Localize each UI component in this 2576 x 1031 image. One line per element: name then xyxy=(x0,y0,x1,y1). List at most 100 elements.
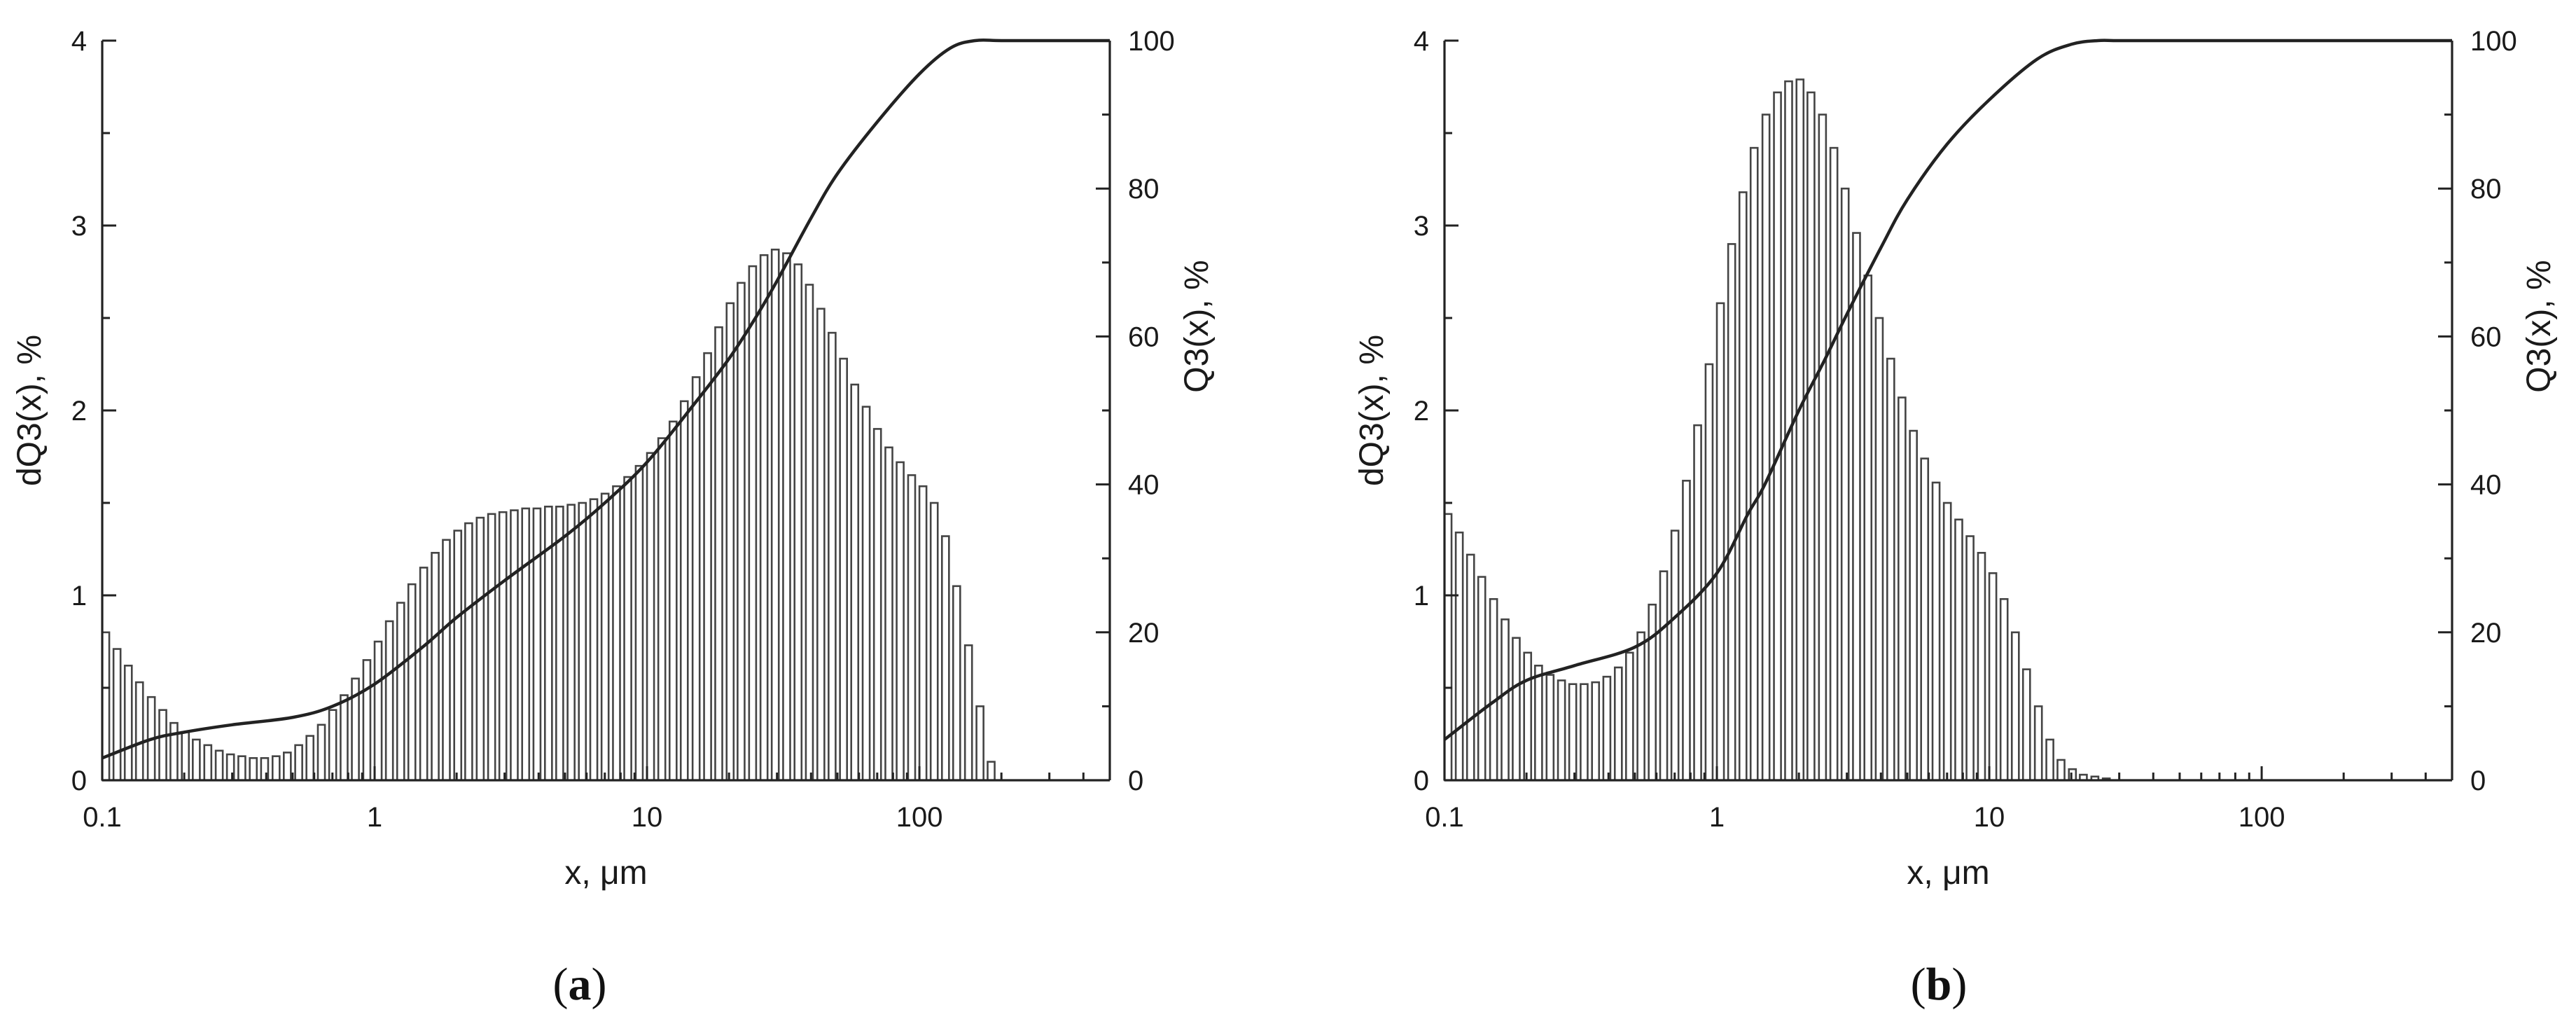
bar xyxy=(1727,243,1736,782)
x-tick-label: 0.1 xyxy=(1425,802,1464,833)
bar xyxy=(453,530,463,782)
bar xyxy=(1568,683,1578,782)
bar xyxy=(1863,274,1873,782)
bar xyxy=(134,681,144,782)
x-ticks xyxy=(1443,766,2453,780)
y-ticks-left xyxy=(102,39,116,782)
bar xyxy=(1704,363,1714,782)
y-axis-label-left: dQ3(x), % xyxy=(1353,335,1391,486)
x-tick-label: 10 xyxy=(632,802,663,833)
bar xyxy=(1477,576,1487,782)
bar xyxy=(2045,738,2054,782)
bar xyxy=(1636,631,1645,782)
bar xyxy=(861,406,871,782)
bar xyxy=(987,761,996,782)
bar xyxy=(782,252,791,782)
bar xyxy=(1999,597,2009,782)
bar xyxy=(340,694,349,782)
y2-tick-label: 100 xyxy=(2470,26,2517,57)
bar xyxy=(123,665,133,782)
bar xyxy=(112,648,122,782)
bar xyxy=(1591,681,1601,782)
bar xyxy=(1693,424,1702,782)
bar xyxy=(1512,637,1521,782)
bar xyxy=(316,724,326,782)
bar xyxy=(305,735,315,782)
bar xyxy=(816,307,826,782)
bar xyxy=(1806,91,1816,782)
bar xyxy=(975,705,984,782)
bar xyxy=(521,507,531,782)
x-tick-label: 100 xyxy=(896,802,943,833)
bar xyxy=(1954,518,1963,782)
bar xyxy=(1545,674,1555,782)
x-tick-label: 0.1 xyxy=(83,802,122,833)
x-tick-label: 10 xyxy=(1974,802,2005,833)
bar xyxy=(532,507,542,782)
x-tick-label: 100 xyxy=(2239,802,2285,833)
bar xyxy=(623,476,632,782)
bar xyxy=(703,352,712,782)
y-tick-label: 4 xyxy=(71,26,87,57)
bar xyxy=(498,511,508,782)
bar xyxy=(884,446,893,782)
y-ticks-right xyxy=(2438,39,2452,782)
bar xyxy=(1773,91,1782,782)
bar xyxy=(1977,551,1986,782)
bar xyxy=(192,738,201,782)
bar xyxy=(600,492,610,782)
bar xyxy=(1715,302,1725,782)
y-tick-label: 4 xyxy=(1414,26,1429,57)
bar xyxy=(566,504,576,782)
bar xyxy=(828,331,837,782)
bar xyxy=(214,749,224,782)
bar xyxy=(1920,457,1930,782)
bar xyxy=(679,400,689,782)
x-ticks xyxy=(101,766,1111,780)
y-axis-label-right: Q3(x), % xyxy=(2521,260,2558,392)
y-ticks-right xyxy=(1096,39,1110,782)
cumulative-line xyxy=(1443,39,2452,741)
bar xyxy=(589,498,599,782)
bar xyxy=(181,731,190,782)
bar xyxy=(2021,668,2031,782)
bar xyxy=(419,567,429,782)
bar xyxy=(1489,597,1498,782)
bar xyxy=(1761,113,1771,782)
bar xyxy=(1818,113,1827,782)
bar xyxy=(1942,501,1952,782)
y2-tick-label: 40 xyxy=(1128,470,1160,501)
bar xyxy=(555,505,564,782)
bar xyxy=(839,357,848,782)
bar xyxy=(282,752,292,782)
bar xyxy=(748,265,758,782)
bar xyxy=(249,757,258,782)
bar xyxy=(1749,146,1759,782)
y2-tick-label: 60 xyxy=(2470,321,2502,352)
panel-label-b: (b) xyxy=(1911,959,1968,1010)
bar xyxy=(963,644,973,782)
bar xyxy=(2033,705,2043,782)
bar xyxy=(1648,603,1657,782)
y2-tick-label: 20 xyxy=(1128,618,1160,649)
bar xyxy=(328,709,337,782)
bar xyxy=(1580,683,1589,782)
bar xyxy=(1670,530,1680,782)
y-tick-label: 1 xyxy=(71,581,87,611)
bar xyxy=(464,522,473,782)
bar xyxy=(1795,78,1805,782)
bar xyxy=(1909,429,1918,782)
x-tick-label: 1 xyxy=(367,802,382,833)
y-axis-label-right: Q3(x), % xyxy=(1178,260,1216,392)
bar xyxy=(907,474,917,782)
bar xyxy=(1602,675,1612,782)
bar xyxy=(737,282,746,782)
x-tick-label: 1 xyxy=(1709,802,1725,833)
bar xyxy=(1682,480,1691,782)
bar xyxy=(1523,651,1533,782)
bar xyxy=(1659,570,1669,782)
bar xyxy=(612,485,621,782)
bar xyxy=(952,585,961,782)
